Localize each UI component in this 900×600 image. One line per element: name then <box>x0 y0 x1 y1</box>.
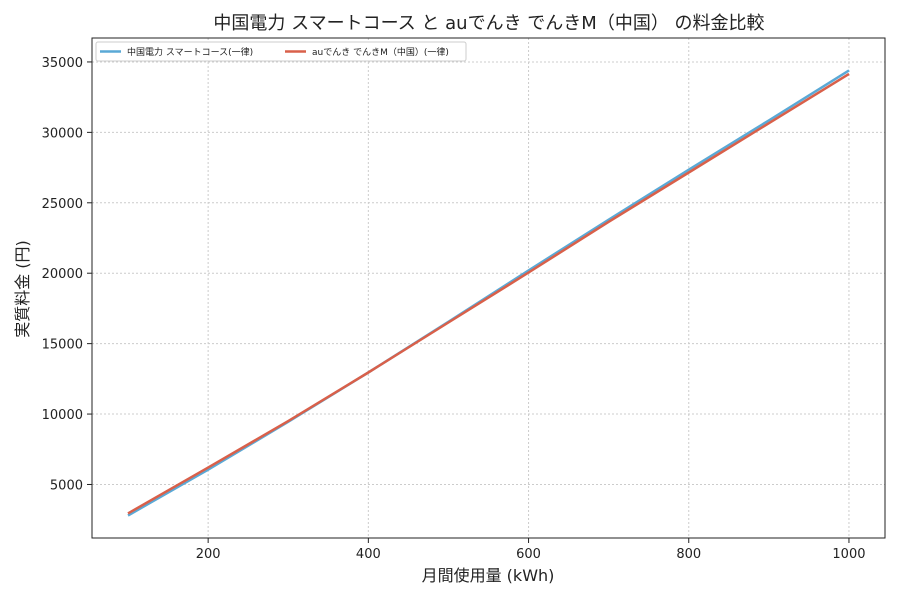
grid-lines <box>92 38 885 538</box>
legend-label-series-2: auでんき でんきM（中国）(一律) <box>312 46 449 58</box>
y-tick-label: 30000 <box>42 126 83 141</box>
y-tick-label: 25000 <box>42 197 83 212</box>
plot-area-frame <box>91 37 886 539</box>
x-axis-label: 月間使用量 (kWh) <box>422 566 555 585</box>
y-tick-label: 15000 <box>42 338 83 353</box>
y-axis-ticks: 5000 10000 15000 20000 25000 30000 35000 <box>42 56 92 493</box>
x-tick-label: 200 <box>196 547 221 562</box>
x-tick-label: 400 <box>356 547 381 562</box>
legend-box <box>95 41 467 62</box>
y-tick-label: 10000 <box>42 408 83 423</box>
y-axis-label: 実質料金 (円) <box>13 240 32 338</box>
y-tick-label: 35000 <box>42 56 83 71</box>
legend-label-series-1: 中国電力 スマートコース(一律) <box>127 46 253 58</box>
x-tick-label: 800 <box>676 547 701 562</box>
y-tick-label: 5000 <box>50 478 83 493</box>
x-tick-label: 600 <box>516 547 541 562</box>
chart-title: 中国電力 スマートコース と auでんき でんきM（中国） の料金比較 <box>213 13 764 34</box>
legend: 中国電力 スマートコース(一律) auでんき でんきM（中国）(一律) <box>95 41 467 62</box>
series-lines <box>127 69 850 517</box>
x-tick-label: 1000 <box>832 547 865 562</box>
series-line-2 <box>127 72 850 515</box>
x-axis-ticks: 200 400 600 800 1000 <box>196 538 866 562</box>
y-tick-label: 20000 <box>42 267 83 282</box>
